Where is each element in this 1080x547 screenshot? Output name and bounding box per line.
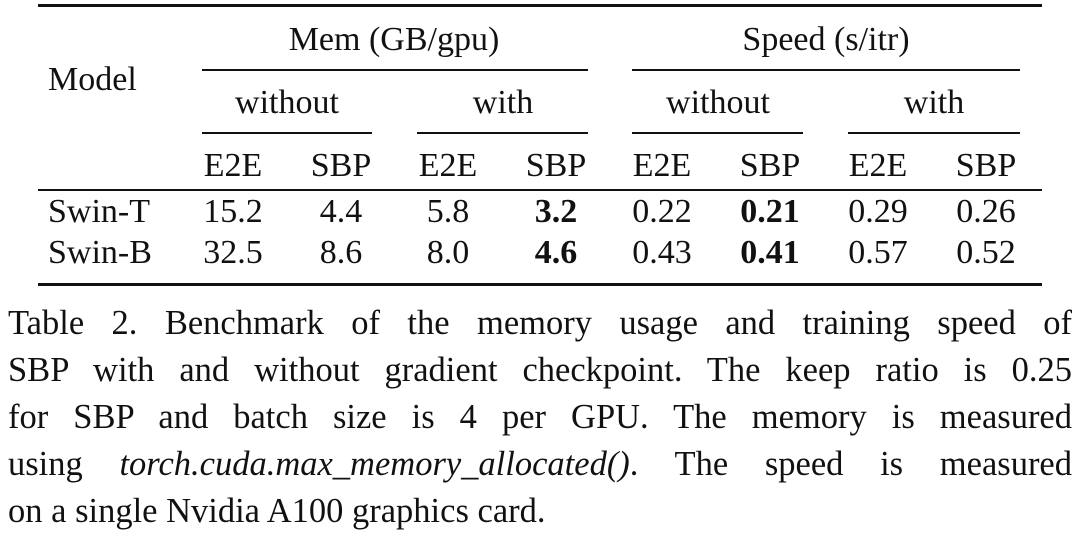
table-cell: 0.52 bbox=[956, 234, 1016, 271]
subgroup-rule-speed-with bbox=[848, 132, 1020, 134]
table-top-rule bbox=[38, 4, 1042, 7]
leaf-header: E2E bbox=[848, 147, 908, 184]
subgroup-rule-mem-without bbox=[202, 132, 372, 134]
caption-line: on a single Nvidia A100 graphics card. bbox=[8, 492, 546, 530]
mem-group-rule bbox=[202, 69, 588, 71]
header-bottom-rule bbox=[38, 189, 1042, 191]
group-header-mem: Mem (GB/gpu) bbox=[288, 21, 500, 58]
caption-line: Table 2. Benchmark of the memory usage a… bbox=[8, 304, 1072, 342]
group-header-speed: Speed (s/itr) bbox=[742, 21, 910, 58]
caption-code: torch.cuda.max_memory_allocated() bbox=[119, 445, 630, 483]
caption-line: for SBP and batch size is 4 per GPU. The… bbox=[8, 398, 1072, 436]
leaf-header: SBP bbox=[310, 147, 372, 184]
table-caption: Table 2. Benchmark of the memory usage a… bbox=[8, 300, 1072, 535]
leaf-header: E2E bbox=[632, 147, 692, 184]
caption-line: SBP with and without gradient checkpoint… bbox=[8, 351, 1072, 389]
caption-line: using torch.cuda.max_memory_allocated().… bbox=[8, 441, 1072, 488]
leaf-header: E2E bbox=[203, 147, 263, 184]
table-cell: 0.22 bbox=[632, 193, 692, 230]
table-cell: 8.6 bbox=[319, 234, 363, 271]
table-cell: 0.57 bbox=[848, 234, 908, 271]
row-model-label: Swin-B bbox=[48, 234, 152, 271]
leaf-header: SBP bbox=[739, 147, 801, 184]
table-cell: 4.4 bbox=[319, 193, 363, 230]
table-cell-best: 3.2 bbox=[534, 193, 578, 230]
subgroup-mem-with: with bbox=[472, 84, 534, 121]
subgroup-rule-mem-with bbox=[417, 132, 588, 134]
caption-text: . The speed is measured bbox=[629, 445, 1072, 483]
speed-group-rule bbox=[632, 69, 1020, 71]
table-cell: 32.5 bbox=[203, 234, 263, 271]
table-cell: 5.8 bbox=[426, 193, 470, 230]
leaf-header: SBP bbox=[955, 147, 1017, 184]
subgroup-mem-without: without bbox=[235, 84, 339, 121]
table-cell-best: 4.6 bbox=[534, 234, 578, 271]
table-cell: 0.43 bbox=[632, 234, 692, 271]
model-header: Model bbox=[48, 61, 137, 98]
table-cell: 8.0 bbox=[426, 234, 470, 271]
table-cell-best: 0.21 bbox=[740, 193, 800, 230]
table-cell-best: 0.41 bbox=[740, 234, 800, 271]
leaf-header: E2E bbox=[418, 147, 478, 184]
caption-text: using bbox=[8, 445, 120, 483]
subgroup-speed-without: without bbox=[666, 84, 770, 121]
leaf-header: SBP bbox=[525, 147, 587, 184]
table-cell: 15.2 bbox=[203, 193, 263, 230]
row-model-label: Swin-T bbox=[48, 193, 150, 230]
table-cell: 0.29 bbox=[848, 193, 908, 230]
subgroup-rule-speed-without bbox=[632, 132, 803, 134]
table-bottom-rule bbox=[38, 283, 1042, 286]
subgroup-speed-with: with bbox=[903, 84, 965, 121]
table-cell: 0.26 bbox=[956, 193, 1016, 230]
